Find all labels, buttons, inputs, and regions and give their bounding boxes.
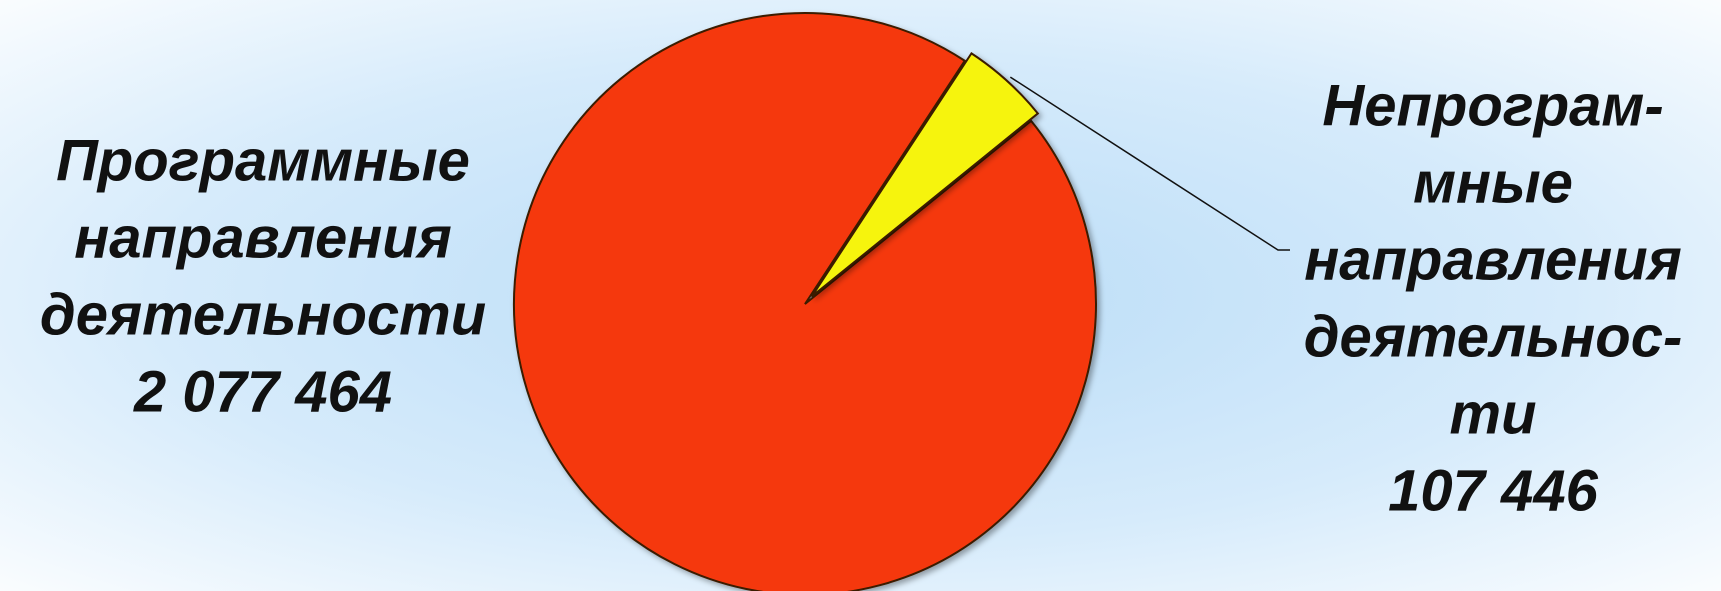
pie-slice (513, 12, 1098, 591)
slice-label: Непрограм- (1322, 73, 1663, 138)
slice-label: Программные (56, 128, 470, 193)
value-label: 107 446 (1388, 458, 1598, 523)
slice-label: деятельности (40, 282, 486, 347)
slice-label: ти (1450, 381, 1537, 446)
slice-label: направления (74, 205, 452, 270)
value-label: 2 077 464 (133, 359, 392, 424)
pie-slice (810, 51, 1040, 298)
slice-label: деятельнос- (1304, 304, 1683, 369)
leader-line (1009, 76, 1290, 251)
slice-label: мные (1413, 150, 1573, 215)
slice-label: направления (1304, 227, 1682, 292)
